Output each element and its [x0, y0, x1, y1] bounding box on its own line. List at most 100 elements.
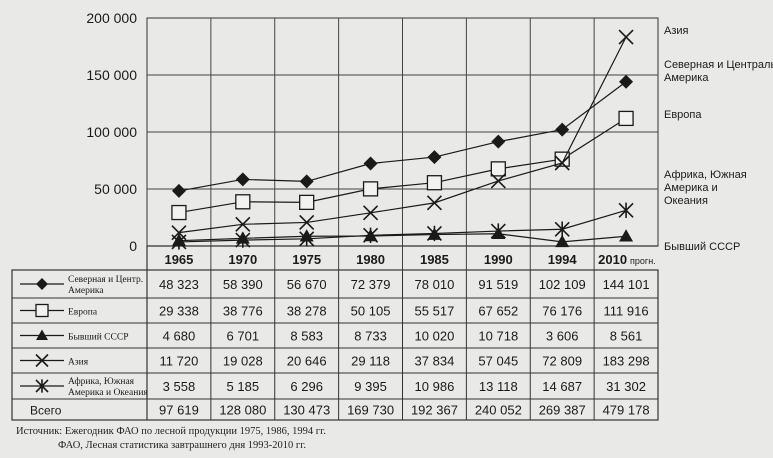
source-line-1: Источник: Ежегодник ФАО по лесной продук… — [16, 426, 326, 437]
table-cell: 3 558 — [163, 379, 196, 394]
y-tick-label: 0 — [129, 238, 137, 254]
legend-label-north-america-2: Америка — [664, 72, 709, 84]
legend-label-europe: Европа — [664, 109, 702, 121]
table-cell: 6 296 — [290, 379, 323, 394]
table-row-label-2: Америка — [68, 286, 104, 296]
table-cell: 183 298 — [603, 354, 650, 369]
point-europe — [362, 181, 379, 197]
legend-label-north-america: Северная и Центральная — [664, 59, 773, 71]
table-cell: 58 390 — [223, 277, 263, 292]
table-cell: 6 701 — [227, 329, 260, 344]
point-north-america — [619, 74, 634, 89]
table-cell: 14 687 — [542, 379, 582, 394]
table-cell: 8 583 — [290, 329, 323, 344]
point-north-america — [235, 172, 250, 187]
table-cell-total: 269 387 — [539, 403, 586, 418]
table-row-label: Азия — [68, 358, 89, 368]
table-cell: 19 028 — [223, 354, 263, 369]
point-north-america — [363, 156, 378, 171]
table-cell-total: 240 052 — [475, 403, 522, 418]
x-tick-label: 1985 — [420, 252, 449, 267]
legend-label-africa-2: Америка и — [664, 182, 718, 194]
table-frame — [11, 269, 659, 421]
table-cell: 102 109 — [539, 277, 586, 292]
table-cell: 72 379 — [351, 277, 391, 292]
point-africa-sa-oceania — [618, 202, 634, 219]
table-cell-total: 192 367 — [411, 403, 458, 418]
table-cell: 111 916 — [604, 304, 649, 319]
table-cell: 37 834 — [415, 354, 455, 369]
table-cell: 56 670 — [287, 277, 327, 292]
point-europe — [490, 161, 506, 177]
table-cell: 31 302 — [606, 379, 646, 394]
point-africa-sa-oceania — [299, 231, 315, 247]
table-row-label: Африка, Южная — [68, 376, 135, 387]
series-line-africa-sa-oceania — [178, 209, 627, 243]
table-row-label: Бывший СССР — [68, 332, 128, 343]
table-cell: 10 986 — [415, 379, 455, 394]
table-cell: 78 010 — [415, 277, 455, 292]
y-tick-label: 200 000 — [86, 10, 137, 26]
legend-label-africa-3: Океания — [664, 195, 708, 207]
point-ussr — [555, 234, 570, 248]
point-asia — [490, 173, 506, 189]
table-cell: 5 185 — [227, 379, 260, 394]
y-tick-label: 50 000 — [94, 181, 137, 197]
table-row-label: Северная и Центр. — [68, 275, 143, 285]
series-line-europe — [178, 117, 627, 214]
series-line-asia — [178, 36, 627, 234]
point-europe — [235, 194, 251, 210]
table-cell: 4 680 — [163, 329, 196, 344]
y-tick-label: 100 000 — [86, 124, 137, 140]
x-tick-label: 1990 — [484, 252, 513, 267]
table-cell: 8 733 — [354, 329, 387, 344]
table-cell: 20 646 — [287, 354, 327, 369]
x-tick-label: 1980 — [356, 252, 385, 267]
table-cell: 3 606 — [546, 329, 579, 344]
table-cell: 8 561 — [610, 329, 643, 344]
point-asia — [426, 195, 443, 211]
table-cell-total: 97 619 — [159, 403, 199, 418]
legend-label-asia: Азия — [664, 25, 689, 37]
legend-label-ussr: Бывший СССР — [664, 241, 740, 253]
table-cell: 13 118 — [479, 379, 518, 394]
table-key-marker-africa-sa-oceania — [35, 379, 49, 393]
x-tick-label: 1970 — [228, 252, 257, 267]
point-north-america — [171, 183, 186, 198]
table-cell: 9 395 — [354, 379, 387, 394]
table-cell: 38 776 — [223, 304, 263, 319]
point-africa-sa-oceania — [362, 227, 379, 243]
point-north-america — [555, 122, 570, 137]
table-cell-total: 128 080 — [219, 403, 266, 418]
point-europe — [171, 204, 187, 221]
table-cell: 11 720 — [160, 354, 199, 369]
table-cell: 29 338 — [159, 304, 199, 319]
point-asia — [235, 216, 251, 232]
table-cell: 67 652 — [478, 304, 518, 319]
table-cell-total: 169 730 — [347, 403, 394, 418]
table-cell-total: 479 178 — [603, 403, 650, 418]
table-cell: 10 020 — [415, 329, 455, 344]
point-asia — [618, 29, 634, 45]
point-europe — [299, 194, 315, 211]
table-row-label-2: Америка и Океания — [68, 388, 148, 398]
table-cell: 10 718 — [478, 329, 518, 344]
series-line-ussr — [178, 233, 627, 243]
point-north-america — [427, 150, 442, 165]
table-cell: 48 323 — [159, 277, 199, 292]
source-note: Источник: Ежегодник ФАО по лесной продук… — [16, 425, 326, 453]
table-key-marker-asia — [35, 353, 49, 368]
table-cell: 50 105 — [351, 304, 391, 319]
x-tick-label: 2010 прогн. — [598, 252, 656, 267]
point-north-america — [491, 134, 506, 149]
x-tick-label: 1994 — [548, 252, 578, 267]
table-cell: 144 101 — [603, 277, 650, 292]
point-africa-sa-oceania — [171, 234, 187, 250]
point-africa-sa-oceania — [235, 232, 251, 248]
table-cell: 91 519 — [478, 277, 518, 292]
table-cell: 55 517 — [415, 304, 455, 319]
point-africa-sa-oceania — [490, 223, 506, 239]
table-key-marker-ussr — [36, 329, 48, 340]
table-key-marker-europe — [35, 303, 49, 318]
